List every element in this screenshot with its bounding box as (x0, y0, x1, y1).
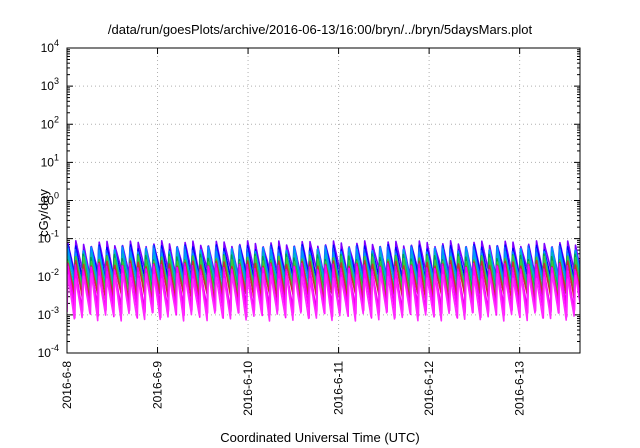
y-tick-label: 101 (41, 152, 59, 169)
y-tick-label: 103 (41, 76, 59, 93)
x-tick-label: 2016-6-11 (332, 361, 346, 415)
series-line (67, 251, 580, 293)
chart-title: /data/run/goesPlots/archive/2016-06-13/1… (107, 22, 533, 37)
y-tick-label: 10-4 (38, 343, 59, 360)
x-tick-label: 2016-6-9 (151, 361, 165, 409)
plot-border (66, 47, 581, 354)
y-tick-label: 104 (41, 38, 59, 55)
series-line (67, 272, 580, 322)
y-tick-label: 10-1 (38, 229, 59, 246)
x-tick-label: 2016-6-12 (422, 361, 436, 416)
x-tick-label: 2016-6-8 (60, 361, 74, 409)
y-tick-label: 102 (41, 114, 59, 131)
y-tick-label: 10-2 (38, 267, 59, 284)
x-axis-label: Coordinated Universal Time (UTC) (220, 430, 420, 445)
y-tick-label: 10-3 (38, 305, 59, 322)
y-tick-label: 100 (41, 191, 59, 208)
x-tick-label: 2016-6-10 (241, 361, 255, 416)
x-tick-label: 2016-6-13 (513, 361, 527, 416)
